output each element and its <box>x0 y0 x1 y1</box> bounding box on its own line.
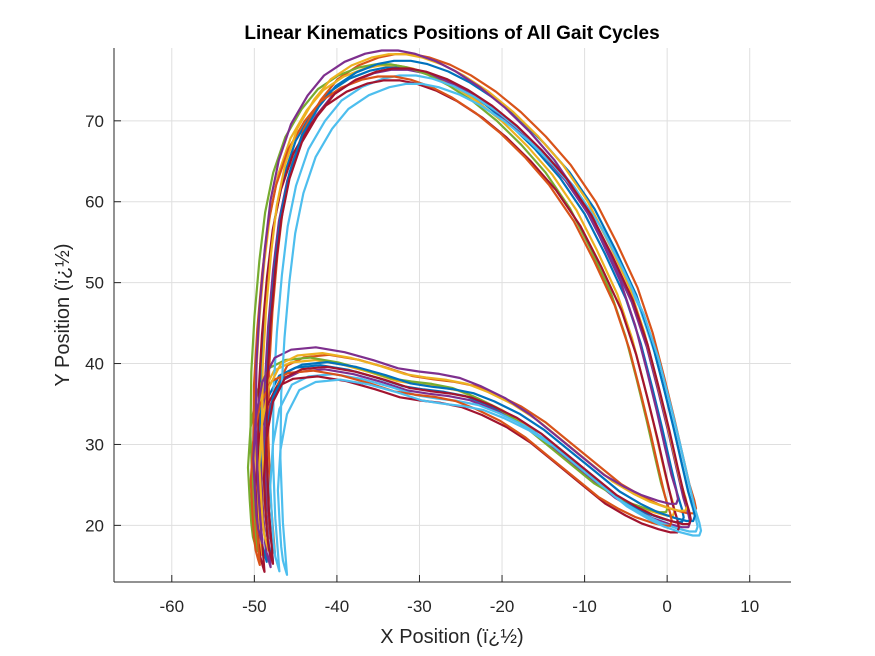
tick-labels: -60 -50 -40 -30 -20 -10 0 10 20 30 40 50 60 70 <box>85 112 759 616</box>
x-tick-label: -10 <box>572 597 597 616</box>
series-line-1 <box>256 66 685 563</box>
y-tick-label: 60 <box>85 193 104 212</box>
y-tick-label: 30 <box>85 435 104 454</box>
y-tick-label: 50 <box>85 274 104 293</box>
x-tick-label: 0 <box>662 597 671 616</box>
x-tick-label: -50 <box>242 597 267 616</box>
grid <box>114 48 791 582</box>
axes <box>113 48 791 583</box>
y-tick-label: 70 <box>85 112 104 131</box>
x-tick-label: 10 <box>740 597 759 616</box>
x-tick-label: -30 <box>407 597 432 616</box>
x-tick-label: -20 <box>490 597 515 616</box>
y-axis-label: Y Position (ï¿½) <box>52 243 74 386</box>
plot-background <box>114 48 791 582</box>
x-tick-label: -40 <box>325 597 350 616</box>
series-line-8 <box>262 59 696 563</box>
series-line-9 <box>249 75 673 566</box>
chart-title: Linear Kinematics Positions of All Gait … <box>244 23 659 44</box>
series-line-12 <box>276 82 703 576</box>
x-tick-label: -60 <box>160 597 185 616</box>
series-line-13 <box>262 67 692 565</box>
y-tick-label: 40 <box>85 355 104 374</box>
y-tick-label: 20 <box>85 516 104 535</box>
x-axis-label: X Position (ï¿½) <box>380 626 523 648</box>
series-line-11 <box>252 49 680 545</box>
series-lines <box>246 49 703 576</box>
